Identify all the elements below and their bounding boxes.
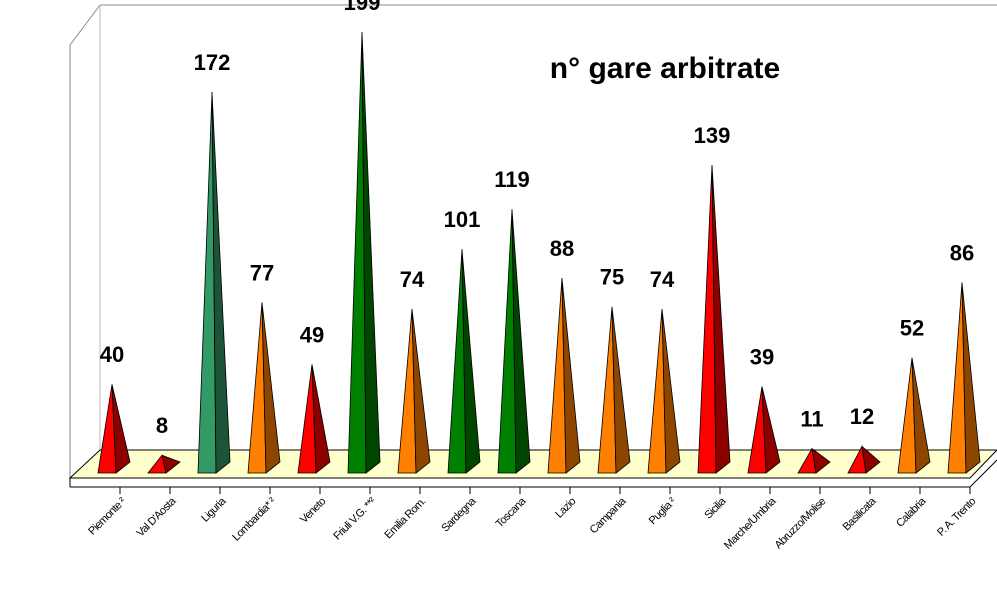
value-label: 74	[650, 267, 675, 292]
pyramid-side	[511, 209, 531, 474]
value-label: 49	[300, 322, 324, 347]
x-axis	[969, 459, 997, 488]
x-tick-label: Abruzzo/Molise	[772, 495, 828, 551]
pyramid-side	[261, 302, 281, 474]
pyramid-side	[761, 386, 781, 474]
pyramid-side	[161, 454, 181, 474]
value-label: 119	[494, 167, 530, 192]
x-tick-label: Calabria	[894, 495, 929, 530]
value-label: 75	[600, 265, 624, 290]
value-label: 77	[250, 260, 274, 285]
pyramid-side	[961, 282, 981, 474]
value-label: 139	[694, 123, 731, 148]
x-tick-label: P. A. Trento	[935, 495, 978, 538]
value-label: 52	[900, 316, 924, 341]
x-tick-label: Val D'Aosta	[135, 495, 180, 540]
pyramid-side	[711, 165, 731, 474]
value-label: 88	[550, 236, 574, 261]
chart-title: n° gare arbitrate	[550, 52, 780, 85]
value-label: 101	[444, 207, 481, 232]
pyramid-side	[461, 249, 481, 474]
x-tick-label: Campania	[588, 495, 630, 537]
x-tick-label: Liguria	[199, 495, 229, 525]
x-tick-label: Basilicata	[841, 495, 880, 534]
value-label: 199	[344, 0, 381, 15]
x-tick-label: Emilia Rom.	[382, 495, 428, 541]
value-label: 8	[156, 413, 168, 438]
value-label: 11	[800, 406, 823, 431]
pyramid-side	[411, 309, 431, 474]
x-tick-label: Puglia ²	[647, 495, 679, 527]
pyramid-side	[611, 306, 631, 474]
pyramid-side	[661, 309, 681, 474]
wall-edge	[69, 4, 101, 46]
pyramid-side	[811, 447, 831, 474]
pyramid-side	[561, 278, 581, 474]
value-label: 172	[194, 50, 231, 75]
pyramid-side	[211, 92, 231, 474]
x-tick-label: Friuli V.G. **²	[331, 495, 378, 542]
pyramid-side	[111, 384, 131, 474]
x-tick-label: Piemonte ²	[86, 495, 129, 538]
x-tick-label: Sardegna	[439, 495, 479, 535]
value-label: 74	[400, 267, 425, 292]
value-label: 39	[750, 344, 774, 369]
wall-top	[70, 5, 997, 45]
pyramid-side	[911, 357, 931, 474]
pyramid-side	[311, 364, 331, 474]
x-tick-label: Toscana	[494, 495, 530, 531]
pyramid-side	[861, 445, 881, 474]
x-tick-label: Lombardia* ²	[230, 495, 279, 544]
x-tick-label: Lazio	[553, 495, 578, 520]
pyramid-side	[361, 32, 381, 474]
value-label: 12	[850, 404, 874, 429]
value-label: 40	[100, 342, 124, 367]
value-label: 86	[950, 240, 974, 265]
x-tick-label: Marche/Umbria	[722, 495, 779, 552]
x-tick-label: Sicilia	[702, 495, 729, 522]
x-tick-label: Veneto	[298, 495, 329, 526]
